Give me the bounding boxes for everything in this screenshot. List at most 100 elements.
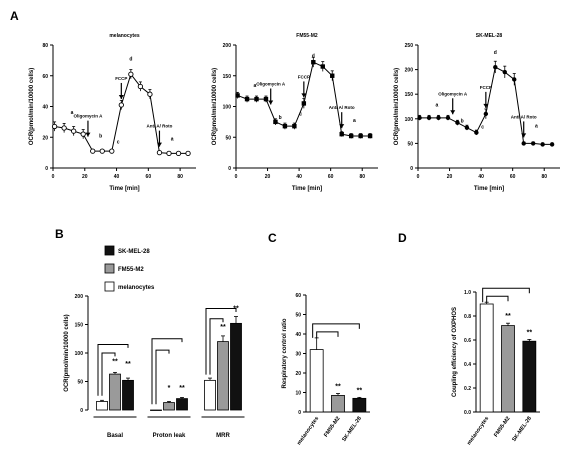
ocr-chart-2-data-point: [311, 60, 316, 65]
bar-chart-c-y-tick-label: 50: [295, 313, 301, 319]
bar-chart-d-y-tick-label: 0.0: [464, 410, 471, 416]
ocr-chart-3-xlabel: Time [min]: [474, 186, 504, 192]
ocr-chart-2-data-point: [330, 73, 335, 78]
bar-chart-b-bar: [96, 401, 108, 411]
ocr-chart-2-injection-label: Anti A/ Roto: [329, 105, 355, 110]
bar-chart-c-y-tick-label: 30: [295, 352, 301, 358]
ocr-chart-2-data-point: [320, 64, 325, 69]
ocr-chart-3-annotation: d: [494, 50, 497, 56]
ocr-chart-1-data-point: [61, 125, 67, 131]
ocr-chart-1-annotation: c: [117, 139, 120, 145]
ocr-chart-3-data-point: [521, 141, 526, 146]
ocr-chart-2-annotation: a: [254, 83, 257, 89]
bar-chart-c-bar: [309, 349, 324, 413]
bar-chart-d-ylabel: Coupling efficiency of OXPHOS: [452, 307, 458, 397]
bar-chart-c-category-label: melanocytes: [296, 416, 320, 447]
ocr-chart-3-annotation: c: [481, 125, 484, 131]
bar-chart-d-y-tick-label: 1.0: [464, 290, 471, 296]
ocr-chart-3-annotation: a: [436, 103, 439, 109]
ocr-chart-1-injection-arrowhead: [118, 94, 124, 99]
bar-chart-d-bar: [501, 325, 515, 413]
ocr-chart-1-injection-label: Anti A/ Roto: [147, 124, 173, 129]
ocr-chart-3-y-tick-label: 100: [405, 117, 414, 123]
ocr-chart-1-data-point: [99, 148, 105, 154]
bar-chart-c-category-label: SK-MEL-28: [341, 416, 363, 443]
ocr-chart-3-data-point: [493, 64, 498, 70]
bar-chart-b-bar: [176, 398, 188, 411]
ocr-chart-1-xlabel: Time [min]: [109, 186, 139, 192]
bar-chart-b-significance: **: [112, 358, 118, 365]
bar-chart-b-significance: **: [220, 324, 226, 331]
ocr-chart-3-injection-label: Anti A/ Roto: [511, 114, 537, 119]
ocr-chart-1-y-tick-label: 40: [42, 105, 48, 111]
ocr-chart-1-injection-arrowhead: [156, 142, 162, 147]
bar-chart-c-y-tick-label: 40: [295, 332, 301, 338]
ocr-chart-2-y-tick-label: 0: [228, 166, 231, 172]
ocr-chart-1-annotation: a: [171, 136, 174, 142]
ocr-chart-3-injection-label: FCCP: [480, 85, 492, 90]
ocr-chart-1-y-tick-label: 20: [42, 135, 48, 141]
bar-chart-b-y-tick-label: 0: [80, 408, 83, 414]
bar-chart-b-bar: [217, 341, 229, 411]
ocr-chart-3-data-point: [540, 142, 545, 147]
bar-chart-c-ylabel: Respiratory control ratio: [282, 318, 288, 388]
ocr-chart-3-data-point: [464, 125, 470, 130]
ocr-chart-2-xlabel: Time [min]: [292, 186, 322, 192]
ocr-chart-3-x-tick-label: 40: [478, 174, 484, 180]
bar-chart-c-y-tick-label: 20: [295, 371, 301, 377]
bar-chart-b-y-tick-label: 200: [75, 294, 84, 300]
ocr-chart-1-data-point: [80, 131, 86, 137]
bar-chart-c-bracket: [316, 331, 339, 338]
panel-label-d: D: [398, 231, 407, 245]
ocr-chart-2-x-tick-label: 40: [296, 174, 302, 180]
ocr-chart-3-data-point: [455, 120, 460, 125]
ocr-chart-2-data-point: [367, 133, 373, 139]
bar-chart-b-bracket: [209, 318, 224, 375]
bar-chart-b-ylabel: OCR(pmol/min/10000 cells): [64, 314, 70, 391]
ocr-chart-3-annotation: b: [461, 119, 464, 125]
ocr-chart-3-x-tick-label: 0: [417, 174, 420, 180]
ocr-chart-3-injection-arrowhead: [521, 133, 527, 138]
bar-chart-d-category-label: SK-MEL-28: [511, 416, 533, 443]
ocr-chart-2-y-tick-label: 100: [223, 105, 232, 111]
bar-chart-d-y-tick-label: 0.4: [464, 362, 471, 368]
ocr-chart-2-injection-label: Oligomycin A: [256, 81, 286, 86]
bar-chart-d-y-tick-label: 0.6: [464, 338, 471, 344]
ocr-chart-2-x-tick-label: 0: [235, 174, 238, 180]
bar-chart-b-bar: [150, 409, 162, 411]
ocr-chart-1-x-tick-label: 0: [52, 174, 55, 180]
ocr-chart-1-data-point: [185, 150, 191, 157]
ocr-chart-2-y-tick-label: 50: [225, 135, 231, 141]
bar-chart-b-legend-swatch: [104, 245, 115, 256]
ocr-chart-1-y-tick-label: 0: [45, 166, 48, 172]
ocr-chart-2-injection-arrowhead: [339, 124, 345, 129]
bar-chart-c-significance: **: [357, 387, 363, 394]
panel-label-a: A: [10, 9, 19, 23]
bar-chart-c-y-tick-label: 0: [298, 410, 301, 416]
bar-chart-d-bar: [479, 303, 494, 413]
ocr-chart-3-x-tick-label: 20: [447, 174, 453, 180]
bar-chart-d-significance: **: [505, 313, 511, 320]
ocr-chart-1-x-tick-label: 20: [82, 174, 88, 180]
bar-chart-c-category-label: FM55-M2: [323, 416, 341, 439]
ocr-chart-2-annotation: c: [299, 112, 302, 118]
bar-chart-c-significance: **: [335, 383, 341, 390]
ocr-chart-3-data-point: [502, 69, 507, 75]
ocr-chart-1-x-tick-label: 60: [146, 174, 152, 180]
ocr-chart-2-annotation: d: [312, 53, 315, 59]
ocr-chart-1-data-point: [137, 83, 144, 90]
plots-layer: 0 20 40 60 80 OCR(pmol/min/10000 cells) 0 20 40 6…: [29, 33, 560, 446]
ocr-chart-1-data-point: [175, 150, 182, 157]
ocr-chart-2-data-point: [339, 131, 344, 137]
ocr-chart-3-injection-arrowhead: [450, 110, 456, 115]
bar-chart-b-significance: **: [233, 305, 239, 312]
ocr-chart-2-x-tick-label: 20: [265, 174, 271, 180]
bar-chart-b-category-label: Proton leak: [153, 433, 186, 439]
ocr-chart-2-injection-arrowhead: [268, 100, 274, 105]
ocr-chart-2-ylabel: OCR(pmol/min/10000 cells): [212, 68, 218, 145]
ocr-chart-1-data-point: [128, 71, 134, 77]
ocr-chart-1-data-point: [90, 148, 96, 154]
ocr-chart-1-x-tick-label: 40: [114, 174, 120, 180]
ocr-chart-2-data-point: [348, 133, 354, 139]
bar-chart-b-significance: **: [179, 385, 185, 392]
